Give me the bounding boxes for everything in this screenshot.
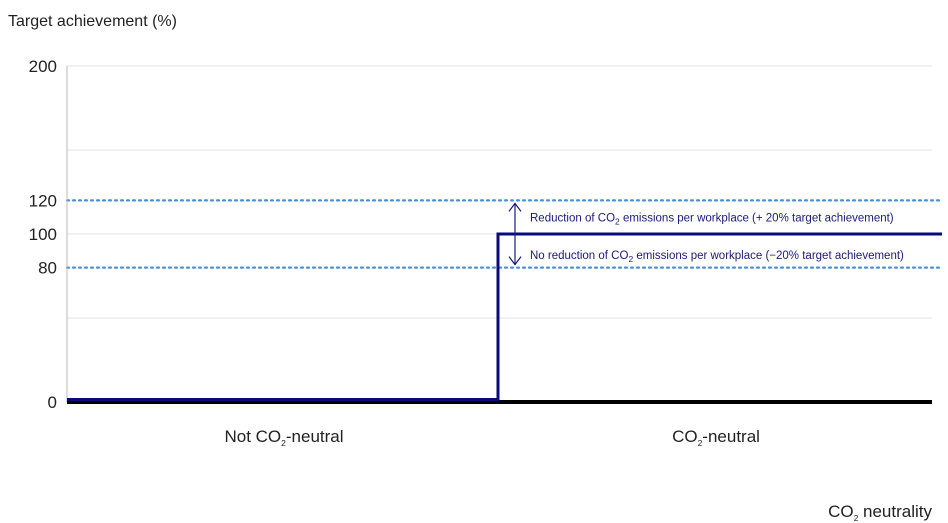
x-category-labels: Not CO2-neutral CO2-neutral [224, 427, 759, 448]
annotation-text: Reduction of CO2 emissions per workplace… [530, 212, 894, 226]
y-tick-label: 100 [29, 225, 57, 244]
x-axis-label: CO2 neutrality [828, 502, 932, 523]
annotation-text: No reduction of CO2 emissions per workpl… [530, 250, 904, 264]
y-tick-labels: 0 80 100 120 200 [29, 57, 57, 412]
series-line [67, 232, 942, 401]
y-tick-label: 200 [29, 57, 57, 76]
x-category-label: Not CO2-neutral [224, 427, 343, 448]
x-category-label: CO2-neutral [672, 427, 760, 448]
arrow-head-down [508, 256, 522, 266]
annotations: Reduction of CO2 emissions per workplace… [530, 212, 904, 264]
y-axis-label: Target achievement (%) [8, 13, 177, 30]
series-group [67, 232, 942, 401]
y-tick-label: 80 [38, 259, 57, 278]
y-tick-label: 120 [29, 191, 57, 210]
reference-lines [65, 199, 944, 269]
arrow-head-up [508, 202, 522, 212]
double-arrow-icon [508, 202, 522, 266]
y-tick-label: 0 [48, 393, 57, 412]
